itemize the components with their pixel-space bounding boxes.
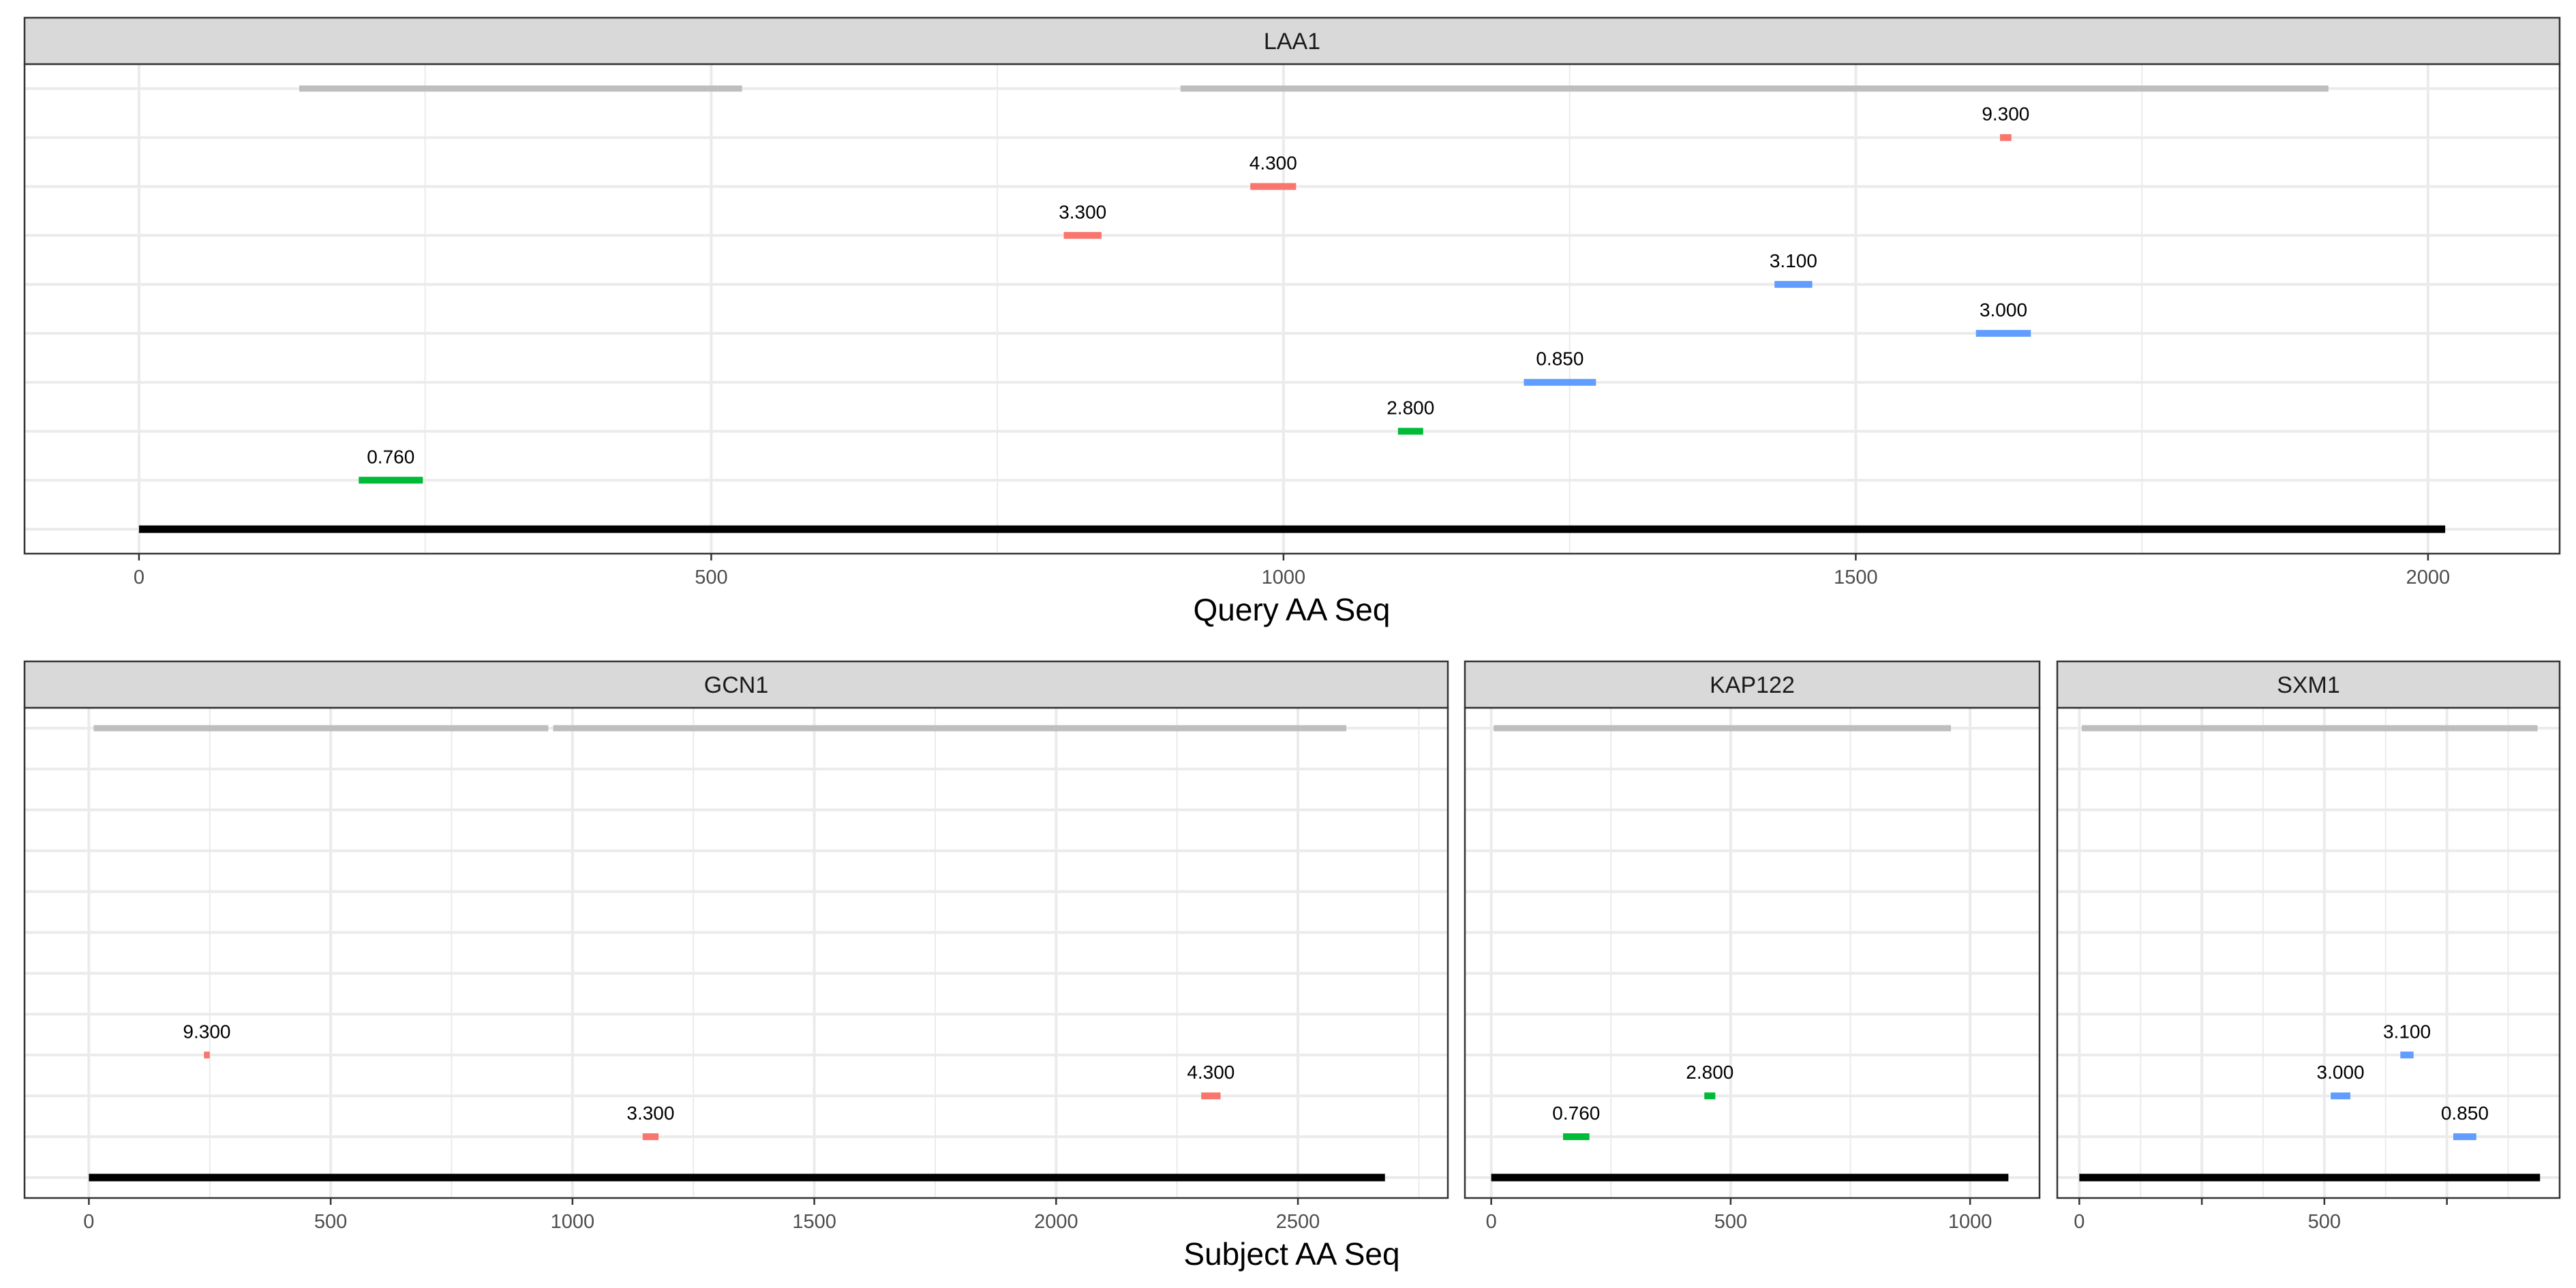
hit-label: 0.760: [1552, 1103, 1600, 1124]
strip-background: [2056, 660, 2561, 709]
hit-label: 4.300: [1187, 1062, 1234, 1083]
panel-sxm1: 3.100 3.000 0.850 SXM1 0 500: [2056, 660, 2561, 1233]
x-tick-label: 2000: [2406, 567, 2451, 588]
x-tick-label: 0: [1486, 1211, 1497, 1233]
hit-label: 4.300: [1249, 153, 1297, 174]
plot-background: [2057, 708, 2560, 1198]
strip-background: [1464, 660, 2041, 709]
strip-label-laa1: LAA1: [1264, 29, 1320, 55]
hit-label: 3.100: [2383, 1021, 2431, 1042]
hit-label: 3.000: [2317, 1062, 2365, 1083]
hit-label: 0.850: [2441, 1103, 2489, 1124]
hit-label: 3.000: [1980, 299, 2027, 320]
strip-background: [23, 660, 1449, 709]
hit-label: 3.300: [626, 1103, 674, 1124]
strip-label-gcn1: GCN1: [704, 672, 768, 698]
hit-label: 0.760: [367, 446, 414, 467]
hit-label: 2.800: [1686, 1062, 1733, 1083]
x-tick-label: 1000: [551, 1211, 595, 1233]
x-tick-label: 500: [2308, 1211, 2341, 1233]
query-axis-title: Query AA Seq: [1194, 592, 1391, 627]
plot-background: [1465, 708, 2040, 1198]
strip-background: [23, 16, 2561, 65]
strip-label-sxm1: SXM1: [2277, 672, 2340, 698]
x-tick-label: 1000: [1948, 1211, 1992, 1233]
subject-axis-title: Subject AA Seq: [1183, 1236, 1399, 1272]
x-tick-label: 500: [695, 567, 727, 588]
x-tick-label: 0: [83, 1211, 94, 1233]
hit-label: 9.300: [1982, 104, 2029, 125]
x-tick-label: 1500: [792, 1211, 836, 1233]
plot-background: [25, 708, 1448, 1198]
panel-kap122: 2.800 0.760 KAP122 0 500 1000: [1464, 660, 2041, 1233]
x-tick-label: 1000: [1262, 567, 1306, 588]
panels: 9.300 4.300 3.300 3.100 3.000 0.850 2.800 0.760…: [23, 16, 2561, 1233]
x-tick-label: 2000: [1034, 1211, 1078, 1233]
x-tick-label: 500: [1714, 1211, 1747, 1233]
x-tick-label: 1500: [1834, 567, 1878, 588]
hit-label: 3.100: [1770, 250, 1817, 271]
hit-label: 9.300: [183, 1021, 230, 1042]
strip-label-kap122: KAP122: [1710, 672, 1795, 698]
hit-label: 2.800: [1387, 398, 1434, 419]
panel-laa1: 9.300 4.300 3.300 3.100 3.000 0.850 2.800 0.760…: [23, 16, 2561, 588]
x-tick-label: 2500: [1276, 1211, 1320, 1233]
x-tick-label: 0: [134, 567, 145, 588]
hit-label: 3.300: [1059, 201, 1106, 222]
x-tick-label: 500: [314, 1211, 347, 1233]
hit-label: 0.850: [1536, 348, 1584, 370]
plot-background: [25, 64, 2560, 554]
x-tick-label: 0: [2074, 1211, 2085, 1233]
panel-gcn1: 9.300 4.300 3.300 GCN1 0 500 1000 1500 2000 2500: [23, 660, 1449, 1233]
